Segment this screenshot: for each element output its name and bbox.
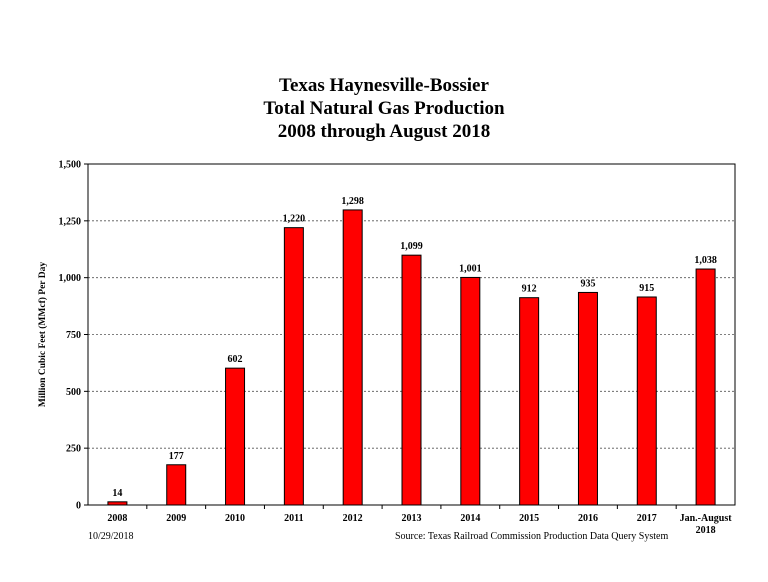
data-label: 14 xyxy=(112,488,122,499)
bar xyxy=(225,367,246,506)
x-tick-label: 2015 xyxy=(519,513,539,524)
chart-title-line-2: Total Natural Gas Production xyxy=(263,98,505,119)
data-label: 1,001 xyxy=(459,263,482,274)
y-axis-label: Million Cubic Feet (MMcf) Per Day xyxy=(37,262,48,407)
report-date: 10/29/2018 xyxy=(88,531,134,542)
data-label: 915 xyxy=(639,283,654,294)
bar xyxy=(460,276,481,506)
data-label: 1,298 xyxy=(341,196,364,207)
bar xyxy=(577,291,598,506)
data-label: 1,099 xyxy=(400,241,423,252)
y-tick-label: 250 xyxy=(66,444,81,455)
x-tick-label: 2013 xyxy=(402,513,422,524)
y-tick-label: 1,500 xyxy=(59,160,82,171)
bar xyxy=(166,464,187,506)
data-label: 1,220 xyxy=(283,214,306,225)
chart-title: Texas Haynesville-Bossier Total Natural … xyxy=(0,74,768,143)
y-tick-label: 0 xyxy=(76,501,81,512)
x-tick-label: 2012 xyxy=(343,513,363,524)
x-tick-label: 2014 xyxy=(460,513,480,524)
data-label: 602 xyxy=(228,354,243,365)
chart-title-line-1: Texas Haynesville-Bossier xyxy=(279,75,489,96)
source-note: Source: Texas Railroad Commission Produc… xyxy=(395,531,669,542)
data-label: 177 xyxy=(169,451,184,462)
chart-title-line-3: 2008 through August 2018 xyxy=(277,121,491,142)
x-tick-label: Jan.-August xyxy=(680,513,733,524)
x-tick-label: 2008 xyxy=(107,513,127,524)
bar xyxy=(342,209,363,506)
data-label: 912 xyxy=(522,284,537,295)
y-tick-label: 750 xyxy=(66,330,81,341)
bar xyxy=(636,296,657,506)
bar xyxy=(401,254,422,506)
bar xyxy=(519,297,540,506)
y-tick-label: 1,250 xyxy=(59,216,82,227)
bar xyxy=(107,501,128,506)
x-tick-label: 2018 xyxy=(696,525,716,536)
bar xyxy=(695,268,716,506)
x-tick-label: 2010 xyxy=(225,513,245,524)
x-tick-label: 2011 xyxy=(284,513,303,524)
bar xyxy=(283,227,304,506)
y-tick-label: 500 xyxy=(66,387,81,398)
x-tick-label: 2017 xyxy=(637,513,657,524)
x-tick-label: 2009 xyxy=(166,513,186,524)
y-tick-label: 1,000 xyxy=(59,273,82,284)
data-label: 935 xyxy=(580,278,595,289)
x-tick-label: 2016 xyxy=(578,513,598,524)
data-label: 1,038 xyxy=(694,255,717,266)
